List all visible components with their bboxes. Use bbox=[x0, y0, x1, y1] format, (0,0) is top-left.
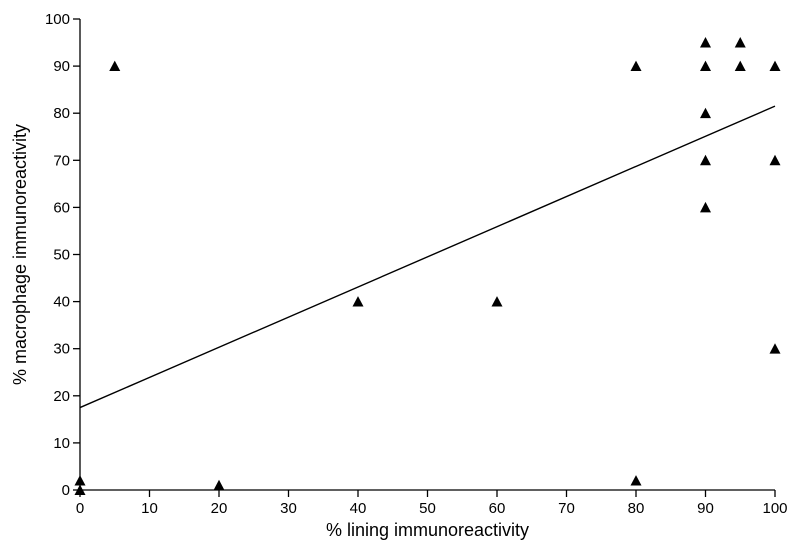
y-tick-label: 40 bbox=[53, 294, 70, 311]
y-tick-label: 50 bbox=[53, 247, 70, 264]
data-point bbox=[734, 60, 746, 72]
x-tick-label: 0 bbox=[76, 500, 84, 517]
y-tick-label: 100 bbox=[45, 11, 70, 28]
data-point bbox=[734, 37, 746, 48]
y-tick-label: 30 bbox=[53, 341, 70, 358]
x-ticks: 0 10 20 30 40 50 60 70 80 90 100 bbox=[76, 490, 788, 517]
y-tick-label: 90 bbox=[53, 58, 70, 75]
y-tick-label: 80 bbox=[53, 105, 70, 122]
x-tick-label: 10 bbox=[141, 500, 158, 517]
data-point bbox=[491, 296, 503, 307]
data-point bbox=[630, 475, 642, 486]
data-point bbox=[74, 484, 86, 495]
data-point bbox=[769, 60, 781, 72]
regression-line bbox=[79, 105, 776, 409]
x-axis-title: % lining immunoreactivity bbox=[326, 520, 529, 540]
y-tick-label: 10 bbox=[53, 435, 70, 452]
data-point bbox=[769, 154, 781, 166]
x-tick-label: 80 bbox=[628, 500, 645, 517]
x-tick-label: 40 bbox=[350, 500, 367, 517]
data-point bbox=[700, 37, 711, 48]
axes bbox=[79, 19, 775, 491]
x-tick-label: 90 bbox=[697, 500, 714, 517]
data-point bbox=[700, 60, 711, 72]
x-tick-label: 100 bbox=[762, 500, 787, 517]
data-point bbox=[700, 154, 711, 166]
data-point bbox=[700, 201, 711, 213]
x-tick-label: 70 bbox=[558, 500, 575, 517]
data-points bbox=[74, 37, 781, 495]
x-tick-label: 60 bbox=[489, 500, 506, 517]
x-tick-label: 20 bbox=[211, 500, 228, 517]
y-tick-label: 70 bbox=[53, 152, 70, 169]
y-tick-label: 60 bbox=[53, 199, 70, 216]
data-point bbox=[74, 475, 86, 486]
x-tick-label: 50 bbox=[419, 500, 436, 517]
data-point bbox=[630, 60, 642, 72]
y-ticks: 0 10 20 30 40 50 60 70 80 90 100 bbox=[45, 11, 80, 499]
y-axis-title: % macrophage immunoreactivity bbox=[10, 124, 30, 385]
data-point bbox=[213, 479, 225, 491]
x-tick-label: 30 bbox=[280, 500, 297, 517]
data-point bbox=[109, 60, 121, 72]
data-point bbox=[769, 343, 781, 354]
data-point bbox=[700, 107, 711, 119]
y-tick-label: 20 bbox=[53, 388, 70, 405]
y-tick-label: 0 bbox=[62, 482, 70, 499]
regression-line-group bbox=[79, 105, 776, 409]
data-point bbox=[352, 296, 364, 307]
